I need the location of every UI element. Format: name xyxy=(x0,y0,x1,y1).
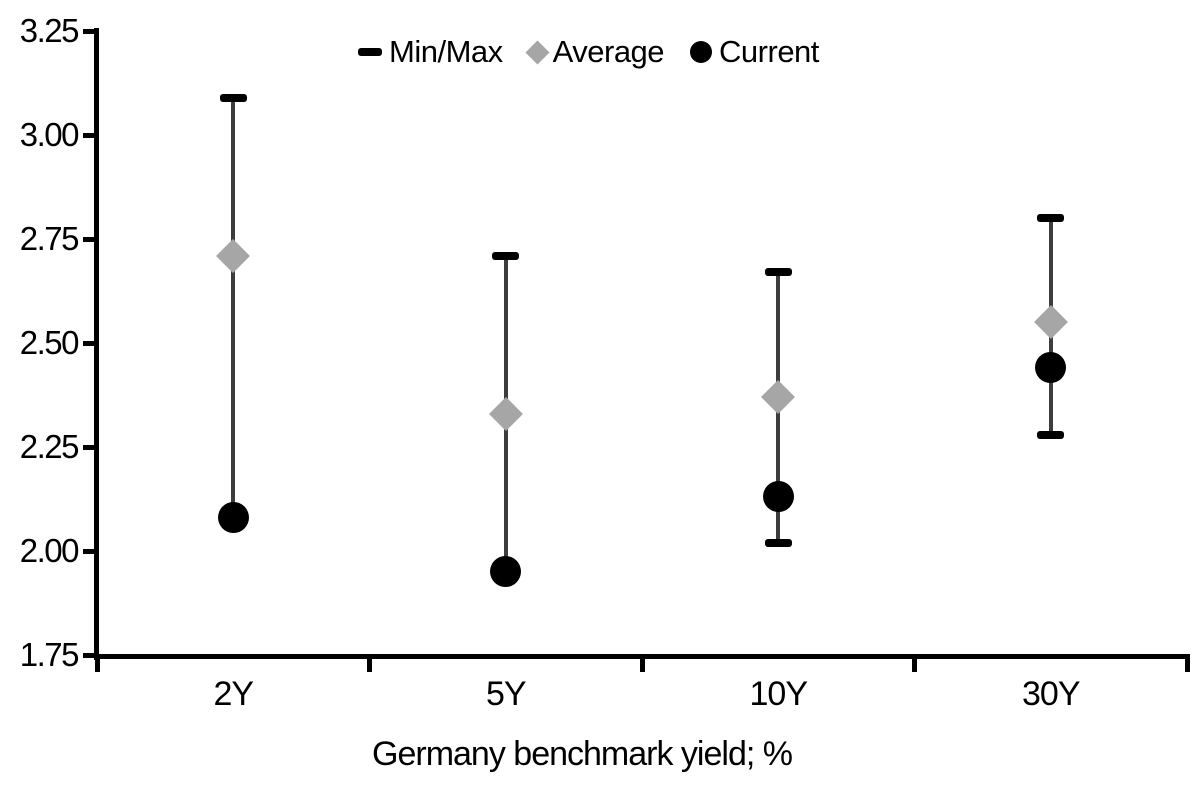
average-diamond-10Y xyxy=(761,380,796,415)
y-tick xyxy=(83,132,97,138)
y-tick xyxy=(83,652,97,658)
y-tick xyxy=(83,340,97,346)
current-dot-30Y xyxy=(1035,352,1067,384)
y-tick-label: 3.25 xyxy=(19,12,80,49)
y-tick-label: 3.00 xyxy=(19,116,80,153)
current-dot-10Y xyxy=(762,481,794,513)
max-cap-2Y xyxy=(219,93,247,102)
legend-label-minmax: Min/Max xyxy=(389,34,503,69)
current-circle-icon xyxy=(690,41,713,63)
average-diamond-icon xyxy=(525,39,550,65)
current-dot-5Y xyxy=(490,556,522,588)
y-tick xyxy=(83,548,97,554)
legend-item-minmax: Min/Max xyxy=(358,30,503,74)
y-tick-label: 2.25 xyxy=(19,428,80,465)
y-tick-label: 2.00 xyxy=(19,532,80,569)
whisker-2Y xyxy=(231,97,236,518)
y-tick-label: 2.50 xyxy=(19,324,80,361)
y-tick-label: 2.75 xyxy=(19,220,80,257)
y-tick-label: 1.75 xyxy=(19,636,80,673)
x-category-label-10Y: 10Y xyxy=(749,675,809,713)
legend: Min/Max Average Current xyxy=(358,30,819,74)
x-tick xyxy=(639,658,645,672)
x-category-label-30Y: 30Y xyxy=(1022,675,1081,713)
x-tick xyxy=(1184,658,1190,672)
average-diamond-30Y xyxy=(1033,305,1068,340)
average-diamond-5Y xyxy=(488,396,523,431)
max-cap-10Y xyxy=(764,268,792,277)
max-cap-30Y xyxy=(1037,214,1065,223)
legend-label-average: Average xyxy=(552,34,665,69)
minmax-dash-icon xyxy=(358,48,382,56)
min-cap-30Y xyxy=(1037,430,1065,439)
x-tick xyxy=(94,658,100,672)
x-axis-line xyxy=(94,654,1190,659)
x-category-label-5Y: 5Y xyxy=(485,675,527,713)
legend-label-current: Current xyxy=(719,34,819,69)
max-cap-5Y xyxy=(492,251,520,260)
y-tick xyxy=(83,444,97,450)
x-axis-title: Germany benchmark yield; % xyxy=(372,735,793,773)
x-tick xyxy=(912,658,917,672)
x-category-label-2Y: 2Y xyxy=(213,675,254,713)
legend-item-current: Current xyxy=(690,30,819,74)
y-tick xyxy=(83,28,97,34)
y-tick xyxy=(83,236,97,242)
current-dot-2Y xyxy=(217,502,249,534)
average-diamond-2Y xyxy=(216,238,251,273)
min-cap-10Y xyxy=(764,538,792,547)
legend-item-average: Average xyxy=(525,30,665,74)
x-tick xyxy=(367,658,372,672)
